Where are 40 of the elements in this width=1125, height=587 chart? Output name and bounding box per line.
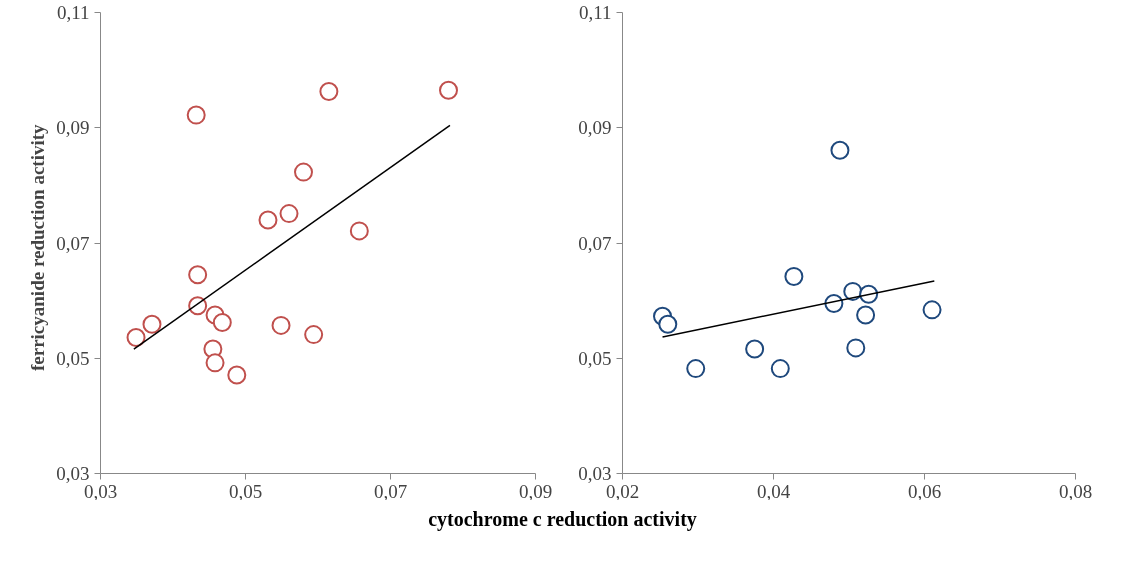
point [439,80,458,100]
point [271,315,291,335]
y-tick-label: 0,09 [56,117,90,139]
x-tick-label: 0,09 [518,480,553,502]
point [186,105,206,125]
point [304,325,324,345]
x-tick-label: 0,05 [228,480,263,502]
point [212,313,232,333]
y-tick-label: 0,05 [578,347,612,369]
point [745,339,765,359]
point [319,81,339,101]
point [922,300,942,320]
x-tick-label: 0,06 [907,480,942,502]
x-tick-label: 0,08 [1058,480,1093,502]
point [830,140,850,160]
point [142,314,162,334]
y-tick-label: 0,11 [578,2,612,23]
y-tick-label: 0,07 [56,232,90,254]
point [258,210,278,230]
point [279,204,299,224]
point [227,365,247,385]
point [856,305,876,325]
y-tick-label: 0,09 [578,117,612,139]
y-tick-label: 0,05 [56,347,90,369]
x-axis-title: cytochrome c reduction activity [428,507,697,533]
x-tick-label: 0,04 [756,480,791,502]
point [349,221,369,241]
point [188,265,208,285]
point [294,162,313,182]
point [686,359,706,379]
point [126,328,146,347]
point [770,359,790,379]
point [205,353,225,373]
point [846,338,866,358]
y-tick-label: 0,11 [56,2,90,23]
point [658,314,678,334]
y-axis-title: ferricyanide reduction activity [27,123,49,372]
point [784,266,804,286]
y-tick-label: 0,07 [578,232,612,254]
x-tick-label: 0,07 [373,480,408,502]
